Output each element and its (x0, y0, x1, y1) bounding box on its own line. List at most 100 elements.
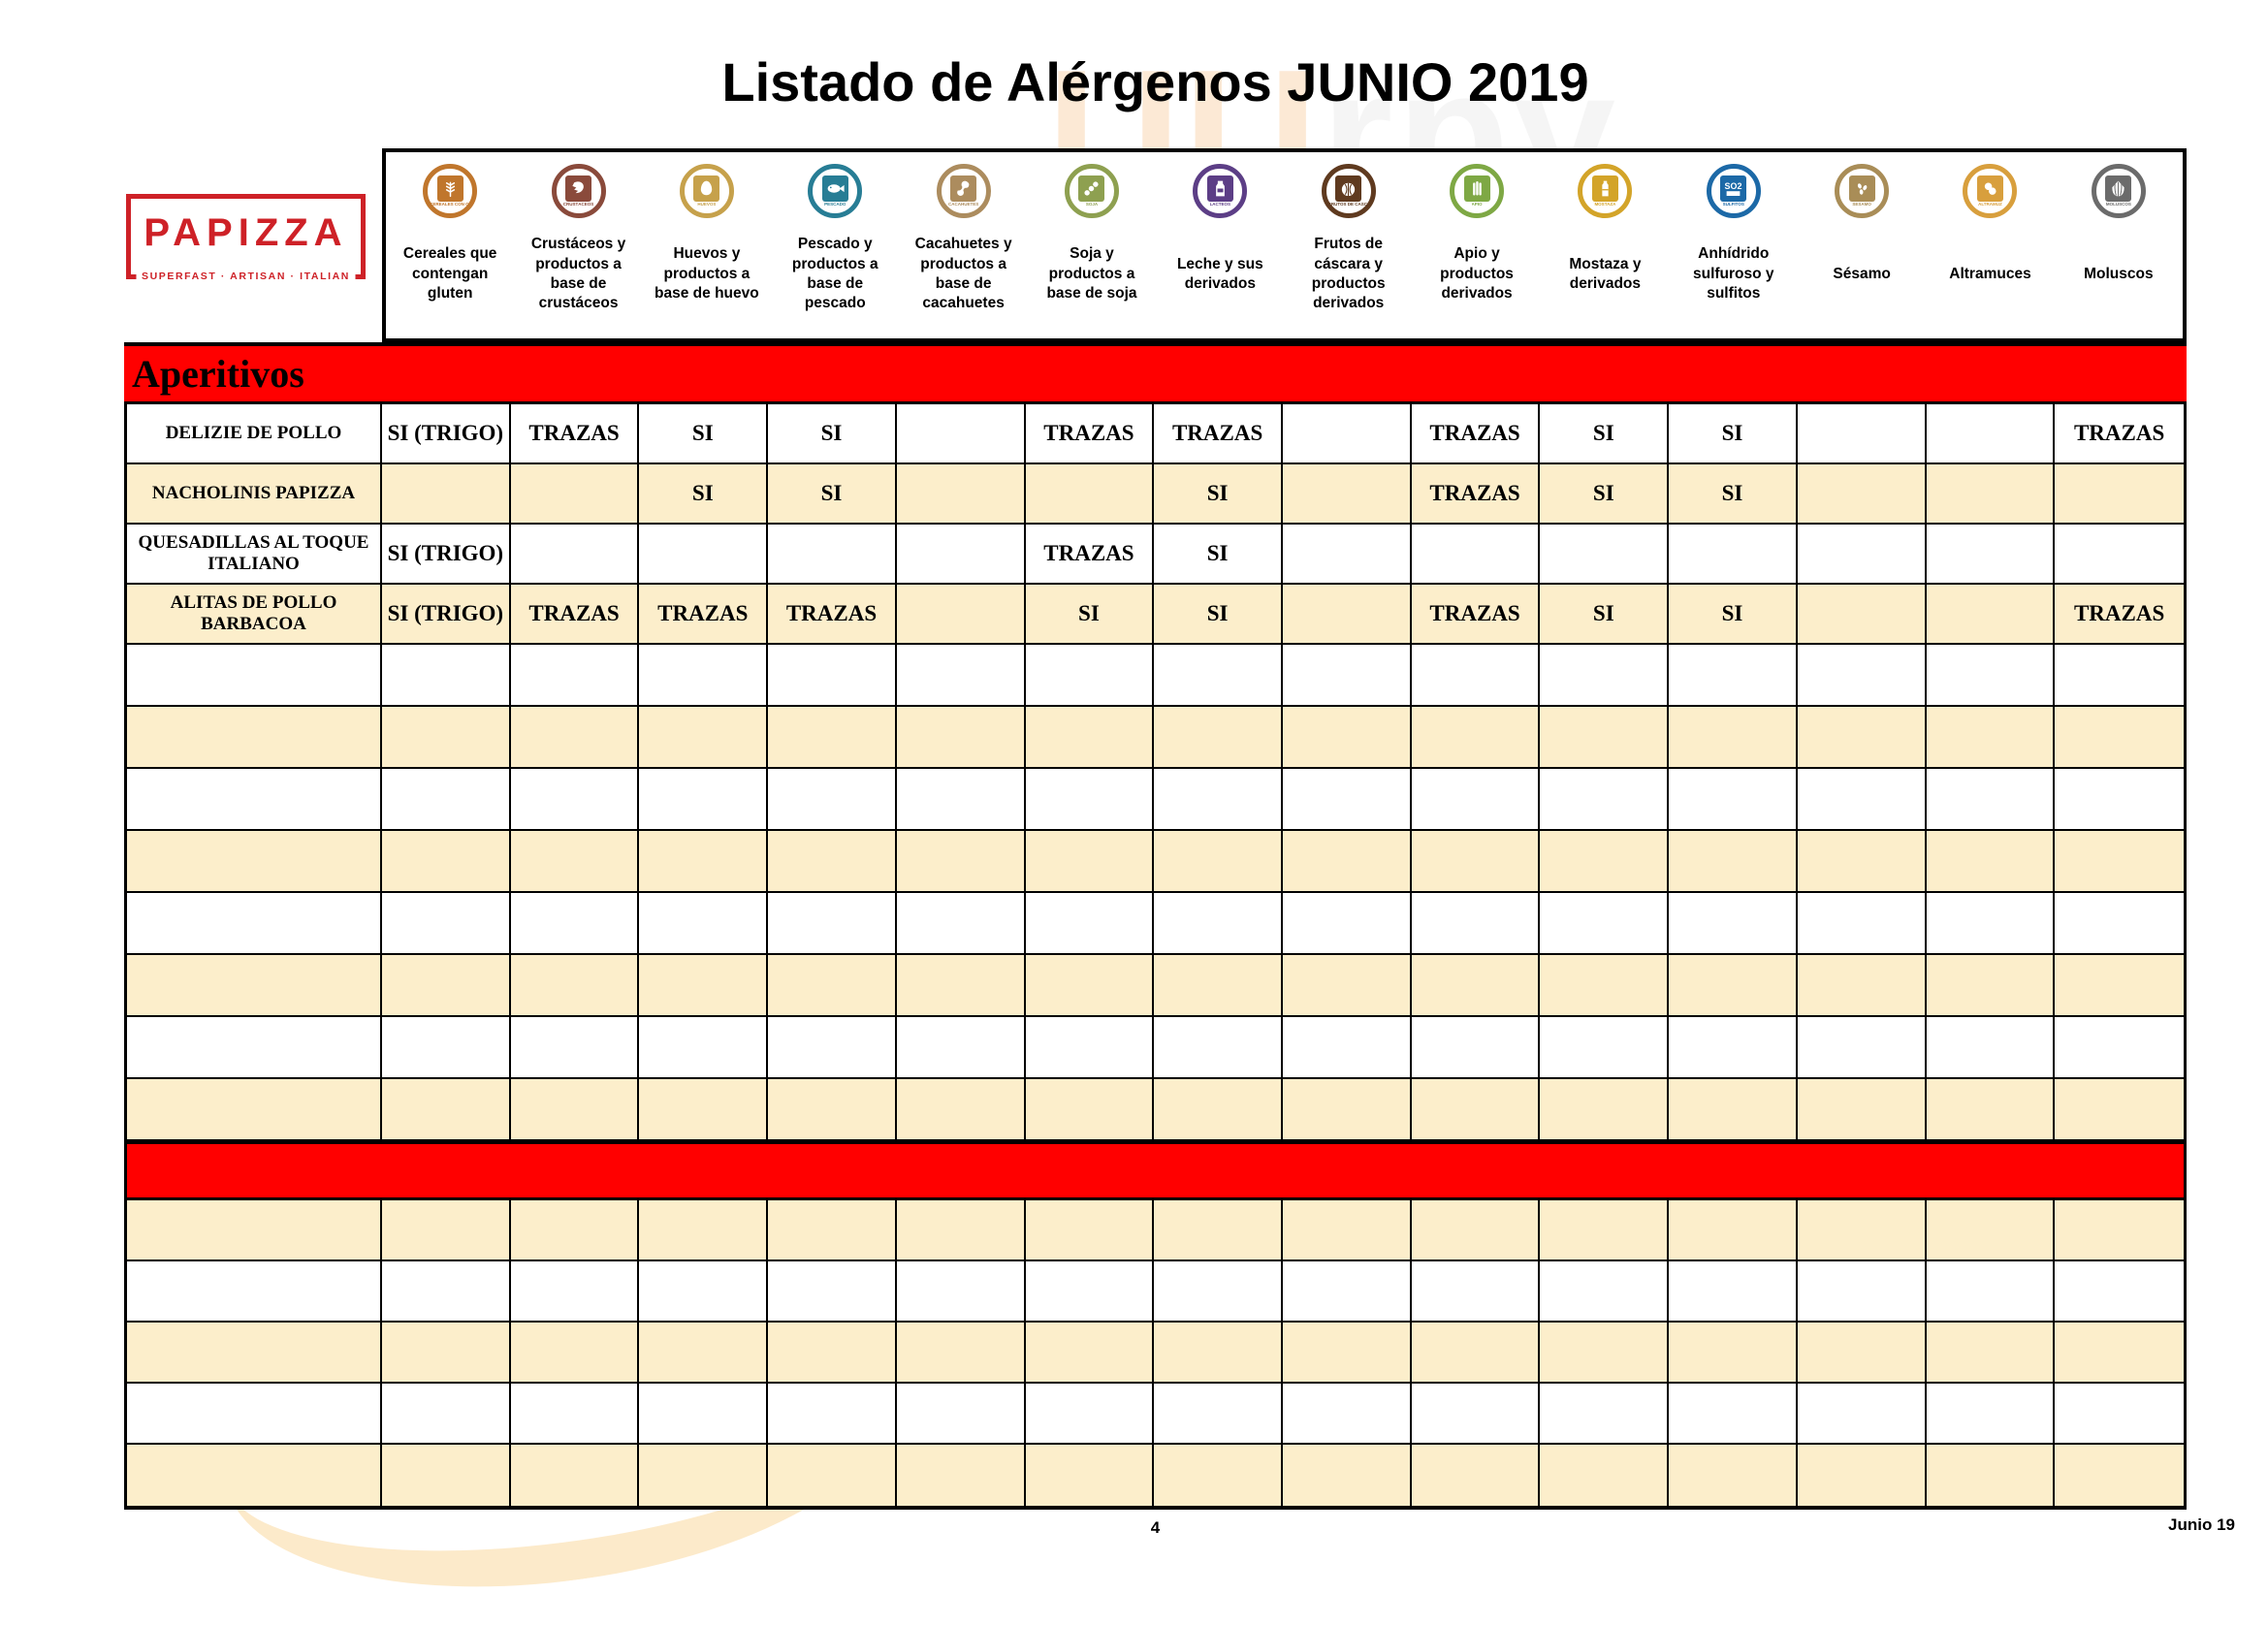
allergen-cell (2055, 525, 2184, 585)
allergen-cell (2055, 1017, 2184, 1079)
allergen-cell (768, 645, 897, 707)
allergen-column-label: Mostaza y derivados (1569, 255, 1642, 292)
allergen-cell (1927, 1445, 2056, 1506)
allergen-cell (1540, 1323, 1670, 1384)
allergen-cell (639, 525, 769, 585)
allergen-cell (510, 1017, 640, 1079)
icon-caption: MOLUSCOS (2105, 203, 2131, 207)
allergen-cell (639, 893, 769, 955)
allergen-column-lupin: ALTRAMUZ Altramuces (1926, 152, 2054, 338)
allergen-column-label: Pescado y productos a base de pescado (791, 236, 878, 312)
dish-name-cell (127, 1445, 382, 1506)
allergen-cell (510, 1323, 640, 1384)
allergen-cell (382, 1200, 511, 1261)
allergen-cell (1926, 955, 2056, 1017)
logo-tagline: SUPERFAST · ARTISAN · ITALIAN (136, 271, 356, 282)
allergen-cell (1025, 1017, 1155, 1079)
allergen-column-nut: FRUTOS DE CASC. Frutos de cáscara y produ… (1285, 152, 1413, 338)
allergen-cell (510, 525, 640, 585)
page-title: Listado de Alérgenos JUNIO 2019 (721, 51, 1589, 112)
allergen-cell (1669, 707, 1798, 769)
section-title: Aperitivos (132, 351, 304, 396)
allergen-cell (1282, 769, 1412, 831)
allergen-cell (768, 525, 897, 585)
allergen-cell (768, 1079, 897, 1141)
allergen-cell (1282, 464, 1412, 525)
allergen-cell (382, 1261, 511, 1323)
allergen-cell (1026, 1445, 1155, 1506)
icon-caption: PESCADO (824, 203, 847, 207)
allergen-cell: TRAZAS (1025, 525, 1155, 585)
allergen-cell (897, 1445, 1026, 1506)
empty-row (127, 1384, 2184, 1445)
allergen-cell (1926, 585, 2056, 645)
allergen-cell (768, 707, 897, 769)
allergen-cell (1154, 1200, 1283, 1261)
empty-row (127, 955, 2184, 1017)
allergen-cell (639, 1445, 769, 1506)
allergen-cell: TRAZAS (2055, 585, 2184, 645)
allergen-cell: SI (1154, 585, 1283, 645)
allergen-cell (1154, 1445, 1283, 1506)
allergen-cell (768, 1445, 897, 1506)
allergen-cell (2055, 1261, 2184, 1323)
allergen-cell (510, 1079, 640, 1141)
allergen-cell (1669, 1323, 1798, 1384)
allergen-cell (1540, 1445, 1670, 1506)
allergen-cell (2055, 831, 2184, 893)
allergen-cell (1282, 645, 1412, 707)
allergen-cell (1926, 464, 2056, 525)
allergen-cell (896, 645, 1026, 707)
allergen-cell (1540, 831, 1670, 893)
allergen-cell: SI (TRIGO) (382, 525, 511, 585)
allergen-cell: TRAZAS (1411, 585, 1541, 645)
allergen-cell (1797, 955, 1927, 1017)
allergen-cell (382, 645, 511, 707)
allergen-cell: SI (TRIGO) (382, 404, 511, 464)
allergen-cell: TRAZAS (2055, 404, 2184, 464)
empty-row (127, 1323, 2184, 1384)
allergen-cell (896, 769, 1026, 831)
allergen-column-milk: LÁCTEOS Leche y sus derivados (1156, 152, 1284, 338)
allergen-cell (1798, 1445, 1927, 1506)
allergen-cell (1926, 1384, 2056, 1445)
allergen-cell (1025, 1323, 1155, 1384)
allergen-cell (1797, 831, 1927, 893)
allergen-cell: SI (1669, 464, 1798, 525)
allergen-column-label: Apio y productos derivados (1440, 245, 1514, 303)
allergen-cell (1411, 1261, 1541, 1323)
allergen-cell (510, 955, 640, 1017)
allergen-cell (896, 1384, 1026, 1445)
allergen-cell (1669, 831, 1798, 893)
allergen-cell (1282, 1017, 1412, 1079)
allergen-column-shrimp: CRUSTÁCEOS Crustáceos y productos a base … (514, 152, 642, 338)
allergen-cell (1669, 955, 1798, 1017)
soy-icon: SOJA (1064, 164, 1119, 218)
allergen-cell (1797, 404, 1927, 464)
empty-row (127, 645, 2184, 707)
icon-caption: ALTRAMUZ (1978, 203, 2002, 207)
section-band: Aperitivos (124, 342, 2187, 404)
allergen-cell: TRAZAS (639, 585, 769, 645)
allergen-cell (1926, 525, 2056, 585)
allergen-cell (1154, 1017, 1283, 1079)
icon-caption: SOJA (1085, 203, 1099, 207)
page-number: 4 (1150, 1518, 1161, 1537)
allergen-cell (1540, 955, 1670, 1017)
empty-row (127, 1445, 2184, 1506)
celery-icon: APIO (1450, 164, 1505, 218)
allergen-cell (896, 1261, 1026, 1323)
allergen-cell (896, 1323, 1026, 1384)
allergen-column-label: Huevos y productos a base de huevo (655, 245, 759, 303)
icon-caption: CACAHUETES (947, 203, 979, 207)
allergen-cell: SI (1025, 585, 1155, 645)
allergen-cell (1926, 769, 2056, 831)
allergen-cell (1411, 1384, 1541, 1445)
allergen-cell (768, 955, 897, 1017)
nut-icon: FRUTOS DE CASC. (1321, 164, 1376, 218)
allergen-cell (1025, 769, 1155, 831)
allergen-column-celery: APIO Apio y productos derivados (1413, 152, 1541, 338)
allergen-column-label: Crustáceos y productos a base de crustác… (530, 236, 626, 312)
empty-row (127, 769, 2184, 831)
empty-row (127, 1079, 2184, 1141)
